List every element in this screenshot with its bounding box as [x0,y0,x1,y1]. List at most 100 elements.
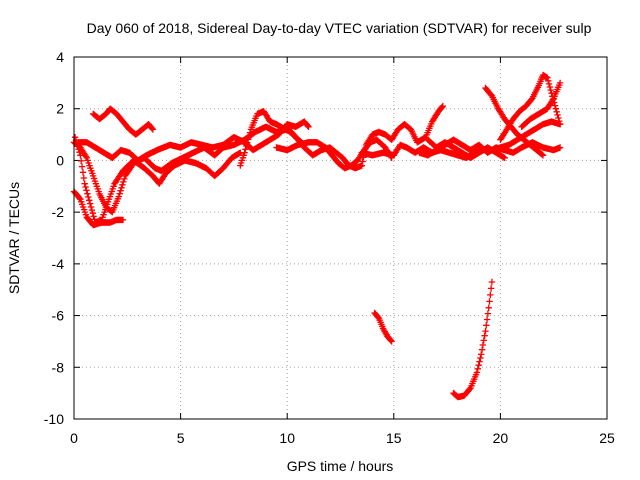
data-point [76,194,83,202]
data-point [359,158,366,165]
data-point [549,96,556,103]
chart-title: Day 060 of 2018, Sidereal Day-to-day VTE… [87,20,592,36]
data-point [120,178,127,186]
data-point [546,83,554,91]
data-point [487,285,495,292]
data-point [478,351,485,358]
data-point [78,163,86,170]
data-point [86,197,93,204]
x-tick-label: 15 [386,430,402,446]
data-point [82,183,89,191]
data-point [89,210,96,217]
data-point [551,102,559,109]
series-trace-3 [70,188,127,229]
y-tick-label: -6 [52,308,65,324]
data-point [556,121,564,128]
x-tick-label: 10 [279,430,295,446]
data-point [475,362,482,369]
data-point [83,187,90,194]
data-point [538,151,546,158]
data-point [439,102,446,110]
y-axis-label: SDTVAR / TECUs [6,182,22,294]
data-point [480,337,487,344]
x-tick-label: 5 [177,430,185,446]
data-point [119,181,126,188]
series-trace-6 [237,108,365,172]
data-point [481,332,488,339]
data-point [466,385,473,393]
data-point [76,149,83,156]
data-point [81,180,88,187]
data-point [483,322,490,329]
data-point [241,149,248,156]
data-point [86,200,94,207]
series-trace-4 [90,105,157,138]
y-tick-label: 0 [56,152,64,168]
grid-lines [74,57,607,419]
data-point [555,114,562,122]
y-tick-label: 2 [56,101,64,117]
data-point [245,132,253,140]
data-point [483,316,491,323]
data-point [544,74,551,81]
data-point [547,86,554,94]
y-tick-label: -2 [52,204,65,220]
series-trace-13 [518,79,564,130]
data-point [482,327,489,335]
data-point [545,77,552,84]
data-series [70,71,564,401]
series-trace-14 [424,136,508,161]
data-point [479,341,487,349]
data-point [358,162,365,169]
x-tick-label: 20 [493,430,509,446]
y-tick-label: -10 [44,411,64,427]
data-point [71,134,79,141]
data-point [552,105,559,112]
data-point [88,206,96,214]
data-point [484,310,492,317]
data-point [545,80,553,88]
x-tick-label: 25 [599,430,615,446]
data-point [473,369,481,376]
data-point [78,157,85,165]
x-tick-label: 0 [70,430,78,446]
series-trace-8 [358,102,446,169]
data-point [77,152,84,159]
data-point [121,175,128,183]
data-point [242,146,249,153]
data-point [79,169,87,176]
series-trace-7 [273,136,395,172]
data-point [487,291,494,299]
y-tick-label: 4 [56,49,64,65]
y-tick-label: -8 [52,359,65,375]
data-point [387,337,394,344]
data-point [84,190,91,197]
data-point [304,122,311,129]
plot-frame [73,56,608,420]
data-point [90,213,97,220]
series-trace-15 [371,309,395,345]
series-trace-11 [482,84,547,159]
data-point [119,216,127,224]
data-point [548,90,555,97]
data-point [388,338,395,345]
data-point [243,142,250,150]
data-point [485,304,492,311]
data-point [554,111,561,119]
axis-ticks [73,56,608,420]
data-point [477,354,484,362]
data-point [245,136,252,143]
series-trace-12 [497,71,564,143]
series-trace-16 [450,278,496,401]
data-point [478,346,486,353]
data-point [476,358,483,365]
tick-labels: 0 5 10 15 20 25 -10 -8 -6 -4 -2 0 2 4 [44,49,615,446]
data-point [488,278,496,286]
data-point [556,144,564,151]
data-point [305,123,312,130]
data-point [118,184,125,191]
data-point [75,146,82,153]
data-point [148,125,156,132]
data-point [85,193,92,201]
